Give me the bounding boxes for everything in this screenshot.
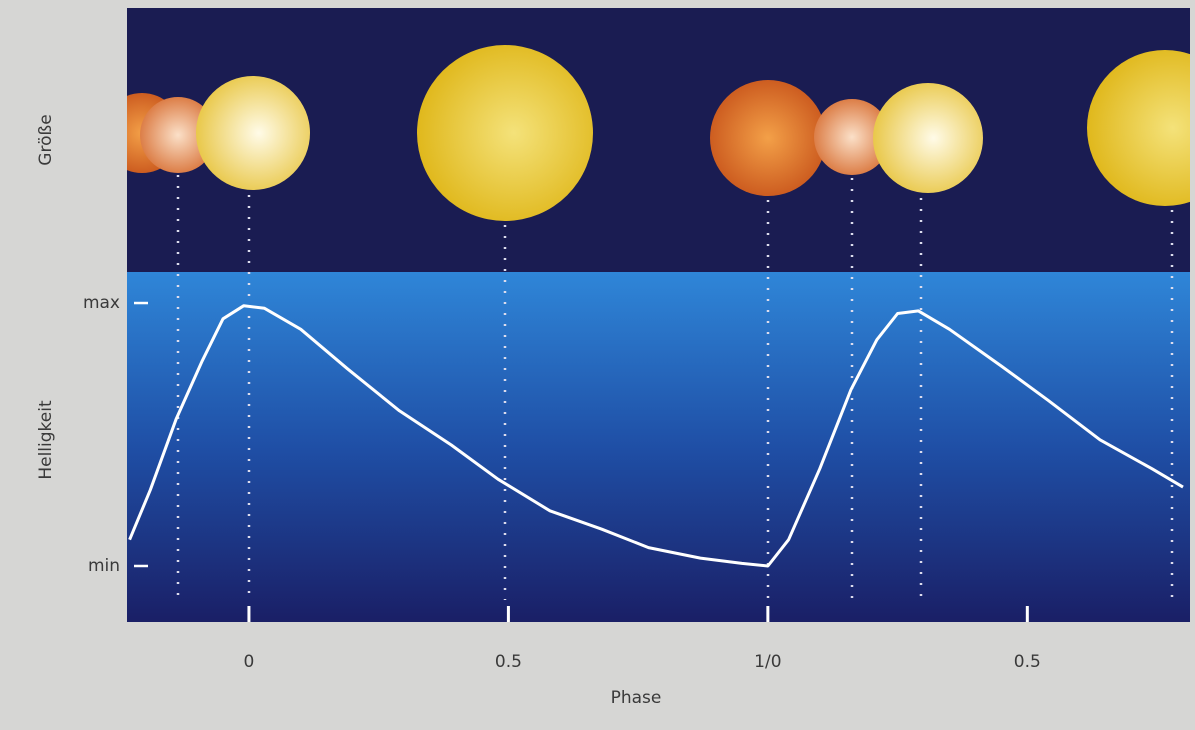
x-axis-label: Phase (611, 688, 662, 708)
x-tick-label: 0.5 (495, 652, 522, 672)
x-tick-label: 0.5 (1014, 652, 1041, 672)
size-label: Größe (36, 114, 56, 165)
brightness-panel (127, 272, 1190, 622)
y-tick-label: max (83, 293, 120, 313)
chart: Größe Helligkeit Phase 0 0.5 1/0 0.5 max min (0, 0, 1195, 730)
x-tick-label: 1/0 (754, 652, 781, 672)
y-tick-label: min (88, 556, 120, 576)
x-tick-label: 0 (244, 652, 255, 672)
y-axis-label: Helligkeit (36, 400, 56, 480)
